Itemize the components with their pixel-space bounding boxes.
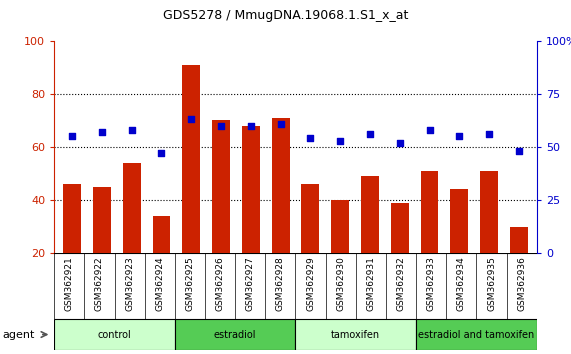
Point — [485, 131, 494, 137]
Point — [187, 116, 196, 122]
Text: estradiol and tamoxifen: estradiol and tamoxifen — [419, 330, 534, 339]
Bar — [182, 64, 200, 253]
Bar — [361, 176, 379, 253]
Bar — [421, 171, 439, 253]
Bar — [175, 319, 296, 350]
Bar — [480, 171, 498, 253]
Text: estradiol: estradiol — [214, 330, 256, 339]
Point — [365, 131, 375, 137]
Text: GSM362925: GSM362925 — [186, 256, 195, 311]
Point — [425, 127, 434, 133]
Text: agent: agent — [3, 330, 35, 339]
Point — [67, 133, 77, 139]
Bar — [54, 319, 175, 350]
Text: GSM362922: GSM362922 — [95, 256, 104, 311]
Text: GSM362935: GSM362935 — [487, 256, 496, 311]
Point — [306, 136, 315, 141]
Text: tamoxifen: tamoxifen — [331, 330, 380, 339]
Bar — [416, 319, 537, 350]
Bar — [242, 126, 260, 253]
Bar — [272, 118, 289, 253]
Text: GSM362934: GSM362934 — [457, 256, 466, 311]
Point — [276, 121, 285, 126]
Point — [127, 127, 136, 133]
Text: GSM362932: GSM362932 — [396, 256, 405, 311]
Bar — [331, 200, 349, 253]
Bar — [93, 187, 111, 253]
Bar — [391, 202, 409, 253]
Bar — [301, 184, 319, 253]
Text: GSM362923: GSM362923 — [125, 256, 134, 311]
Text: GSM362926: GSM362926 — [216, 256, 224, 311]
Text: GSM362921: GSM362921 — [65, 256, 74, 311]
Text: control: control — [98, 330, 131, 339]
Bar — [510, 227, 528, 253]
Point — [336, 138, 345, 143]
Point — [216, 123, 226, 129]
Point — [455, 133, 464, 139]
Bar — [152, 216, 170, 253]
Bar — [123, 163, 140, 253]
Point — [514, 148, 524, 154]
Bar — [296, 319, 416, 350]
Point — [246, 123, 255, 129]
Text: GSM362933: GSM362933 — [427, 256, 436, 311]
Text: GSM362931: GSM362931 — [367, 256, 375, 311]
Text: GSM362928: GSM362928 — [276, 256, 285, 311]
Text: GSM362924: GSM362924 — [155, 256, 164, 311]
Bar — [451, 189, 468, 253]
Point — [97, 129, 106, 135]
Point — [395, 140, 404, 145]
Text: GSM362927: GSM362927 — [246, 256, 255, 311]
Text: GSM362936: GSM362936 — [517, 256, 526, 311]
Text: GSM362930: GSM362930 — [336, 256, 345, 311]
Bar — [63, 184, 81, 253]
Point — [157, 150, 166, 156]
Bar — [212, 120, 230, 253]
Text: GSM362929: GSM362929 — [306, 256, 315, 311]
Text: GDS5278 / MmugDNA.19068.1.S1_x_at: GDS5278 / MmugDNA.19068.1.S1_x_at — [163, 9, 408, 22]
